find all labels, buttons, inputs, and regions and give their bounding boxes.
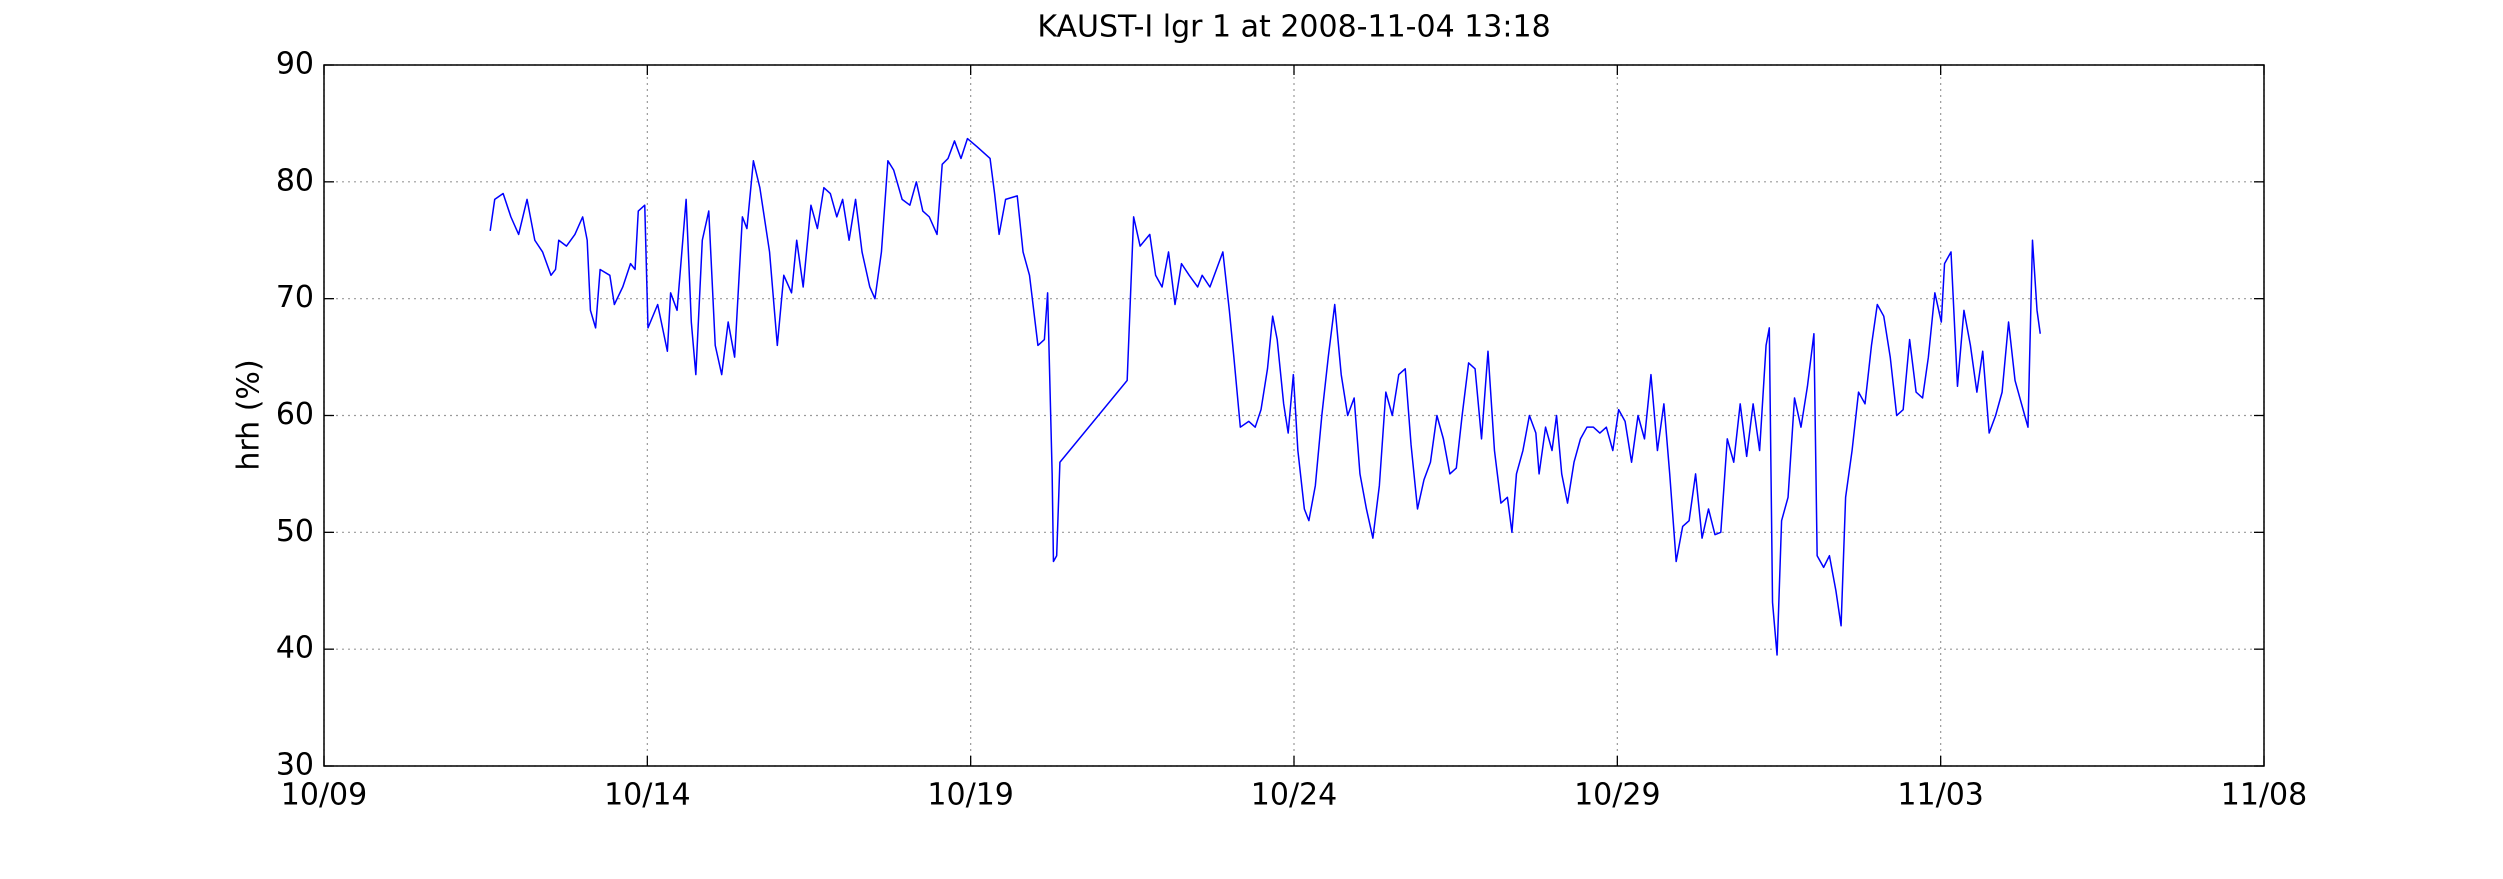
y-tick-label: 80 [276, 163, 314, 198]
y-tick-label: 90 [276, 47, 314, 82]
y-axis-label: hrh (%) [232, 359, 267, 470]
data-line [489, 137, 2041, 656]
x-tick-label: 10/09 [281, 778, 367, 813]
x-tick-label: 10/24 [1251, 778, 1337, 813]
x-tick-label: 11/03 [1897, 778, 1983, 813]
y-tick-label: 60 [276, 397, 314, 432]
x-tick-label: 10/19 [927, 778, 1013, 813]
x-tick-label: 11/08 [2221, 778, 2307, 813]
x-tick-label: 10/14 [604, 778, 690, 813]
y-tick-label: 30 [276, 748, 314, 783]
x-tick-label: 10/29 [1574, 778, 1660, 813]
chart-title: KAUST-I lgr 1 at 2008-11-04 13:18 [1037, 10, 1550, 45]
plot-frame [323, 64, 2265, 767]
y-tick-label: 70 [276, 280, 314, 315]
y-tick-label: 40 [276, 631, 314, 666]
y-tick-label: 50 [276, 514, 314, 549]
